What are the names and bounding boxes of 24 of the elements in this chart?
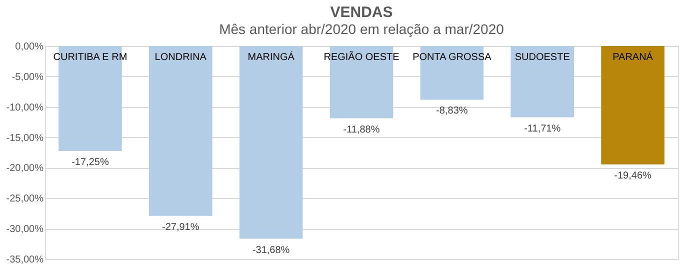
- x-tick-label: PONTA GROSSA: [412, 52, 492, 63]
- y-tick-label: -30,00%: [6, 224, 44, 236]
- x-tick-label: PARANÁ: [612, 51, 654, 63]
- data-label: -8,83%: [436, 106, 468, 117]
- x-tick-label: SUDOESTE: [514, 52, 570, 63]
- data-label: -17,25%: [72, 156, 109, 168]
- x-tick-label: LONDRINA: [154, 52, 207, 63]
- x-tick-label: REGIÃO OESTE: [324, 51, 400, 63]
- y-tick-label: -15,00%: [6, 132, 44, 144]
- y-tick-label: -35,00%: [6, 254, 44, 266]
- data-label: -27,91%: [162, 222, 200, 233]
- y-tick-label: -10,00%: [6, 102, 44, 114]
- y-tick-label: 0,00%: [15, 42, 44, 52]
- y-tick-label: -25,00%: [6, 194, 44, 205]
- data-label: -11,71%: [524, 123, 561, 134]
- chart-subtitle: Mês anterior abr/2020 em relação a mar/2020: [219, 21, 504, 37]
- x-tick-label: MARINGÁ: [248, 51, 295, 63]
- data-label: -31,68%: [252, 244, 290, 256]
- y-tick-label: -20,00%: [6, 163, 44, 174]
- data-label: -11,88%: [343, 124, 380, 136]
- x-tick-label: CURITIBA E RM: [53, 52, 128, 63]
- chart-title: VENDAS: [330, 4, 393, 21]
- y-tick-label: -5,00%: [12, 72, 44, 83]
- data-label: -19,46%: [614, 170, 652, 182]
